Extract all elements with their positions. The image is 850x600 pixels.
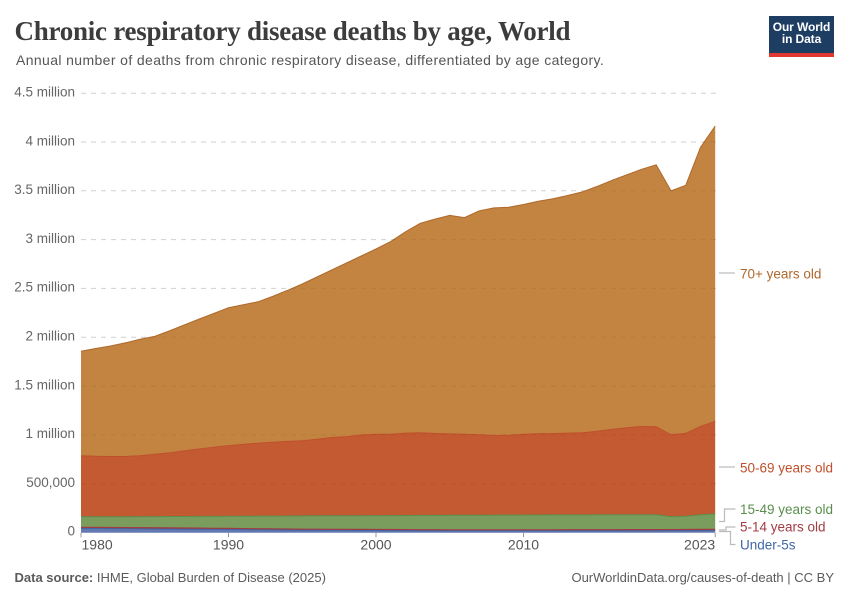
svg-text:0: 0 (67, 524, 75, 539)
svg-text:1.5 million: 1.5 million (14, 377, 75, 392)
svg-text:4 million: 4 million (25, 133, 75, 148)
svg-text:2010: 2010 (508, 537, 539, 553)
svg-text:5-14 years old: 5-14 years old (740, 520, 826, 535)
svg-text:500,000: 500,000 (26, 475, 75, 490)
svg-text:2023: 2023 (684, 537, 715, 553)
svg-text:70+ years old: 70+ years old (740, 267, 821, 282)
svg-text:4.5 million: 4.5 million (14, 85, 75, 100)
svg-text:3.5 million: 3.5 million (14, 182, 75, 197)
svg-text:2000: 2000 (360, 537, 391, 553)
svg-text:50-69 years old: 50-69 years old (740, 461, 833, 476)
svg-text:1 million: 1 million (25, 426, 75, 441)
svg-text:15-49 years old: 15-49 years old (740, 502, 833, 517)
svg-text:2 million: 2 million (25, 329, 75, 344)
svg-text:1980: 1980 (82, 537, 113, 553)
svg-text:Under-5s: Under-5s (740, 538, 796, 553)
svg-text:2.5 million: 2.5 million (14, 280, 75, 295)
svg-text:1990: 1990 (213, 537, 244, 553)
svg-text:3 million: 3 million (25, 231, 75, 246)
